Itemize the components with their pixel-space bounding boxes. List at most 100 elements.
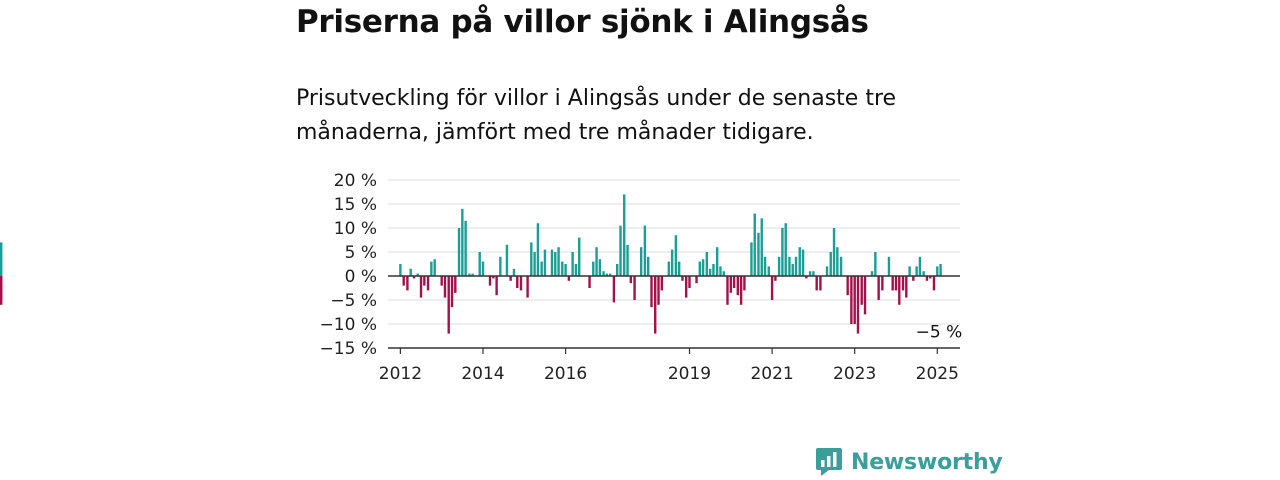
y-tick-label: 5 % <box>345 243 377 263</box>
bar <box>619 225 622 276</box>
bar <box>492 276 495 279</box>
bar <box>567 276 571 281</box>
y-tick-label: −10 % <box>320 315 377 335</box>
bar <box>719 266 722 276</box>
bar <box>530 242 533 276</box>
bar <box>516 276 519 288</box>
bar <box>602 271 605 276</box>
bar <box>540 261 543 276</box>
bar <box>464 220 467 276</box>
bar <box>860 276 863 305</box>
bar <box>677 261 681 276</box>
annotations: −5 % <box>916 322 963 342</box>
x-tick-label: 2023 <box>833 364 876 384</box>
bar <box>774 276 777 281</box>
bar <box>488 276 492 286</box>
bar <box>626 244 629 276</box>
bar <box>722 271 725 276</box>
bar <box>887 256 891 276</box>
bar <box>426 276 430 291</box>
brand-name: Newsworthy <box>851 449 1003 475</box>
bar <box>471 273 474 276</box>
bar <box>808 271 812 276</box>
bar <box>739 276 743 305</box>
bar <box>605 273 609 276</box>
bar <box>409 268 412 276</box>
x-axis-labels: 2012 2014 2016 2019 2021 2023 2025 <box>379 364 959 384</box>
bar <box>708 268 712 276</box>
bar <box>533 252 536 276</box>
bar <box>612 276 616 303</box>
bar <box>712 264 715 276</box>
bar <box>416 273 419 276</box>
bar <box>853 276 856 324</box>
x-tick-label: 2025 <box>916 364 959 384</box>
bar <box>646 256 650 276</box>
bar <box>929 276 932 279</box>
bar <box>406 276 409 291</box>
bar <box>684 276 688 298</box>
bar <box>519 276 523 291</box>
bar <box>0 276 3 300</box>
newsworthy-logo[interactable]: Newsworthy <box>815 447 1003 477</box>
bar <box>399 264 402 276</box>
bar <box>788 256 791 276</box>
bar <box>633 276 636 300</box>
bar <box>874 252 877 276</box>
bar <box>936 266 939 276</box>
bar <box>915 266 918 276</box>
x-tick-label: 2012 <box>379 364 422 384</box>
bar <box>526 276 529 298</box>
bar <box>468 273 471 276</box>
bar <box>402 276 405 286</box>
bar <box>850 276 853 324</box>
bar <box>450 276 454 308</box>
bar <box>870 271 874 276</box>
y-tick-label: 0 % <box>345 267 377 287</box>
bar <box>905 276 908 298</box>
bar <box>509 276 512 281</box>
page-subtitle: Prisutveckling för villor i Alingsås und… <box>296 86 897 145</box>
bar <box>430 261 433 276</box>
bar <box>554 252 557 276</box>
bar <box>623 194 626 276</box>
bar <box>657 276 660 305</box>
bar <box>650 276 653 308</box>
bar <box>912 276 915 281</box>
bar <box>433 259 436 276</box>
bar <box>419 276 423 298</box>
bar <box>461 208 464 276</box>
bar <box>736 276 740 296</box>
bar <box>798 247 801 276</box>
bar <box>499 256 502 276</box>
bar <box>763 256 767 276</box>
bar <box>939 264 942 276</box>
bar <box>681 276 684 281</box>
bar <box>770 276 774 300</box>
x-tick-label: 2019 <box>668 364 711 384</box>
bar <box>918 256 922 276</box>
bar <box>753 213 756 276</box>
bar <box>908 266 911 276</box>
bar <box>698 261 702 276</box>
bar <box>901 276 905 291</box>
bar-chart-icon <box>816 448 842 476</box>
bar <box>457 228 461 276</box>
bar <box>839 256 843 276</box>
bar <box>595 247 598 276</box>
bars <box>0 194 942 334</box>
y-tick-label: 10 % <box>334 219 377 239</box>
last-value-label: −5 % <box>916 322 963 342</box>
bar <box>794 256 798 276</box>
bar <box>701 259 705 276</box>
bar <box>760 218 763 276</box>
bar <box>588 276 591 288</box>
bar <box>536 223 540 276</box>
bar <box>819 276 822 291</box>
bar <box>750 242 753 276</box>
bar <box>781 228 784 276</box>
bar <box>791 264 794 276</box>
x-tick-label: 2016 <box>544 364 587 384</box>
bar <box>784 223 787 276</box>
x-tick-label: 2021 <box>750 364 793 384</box>
